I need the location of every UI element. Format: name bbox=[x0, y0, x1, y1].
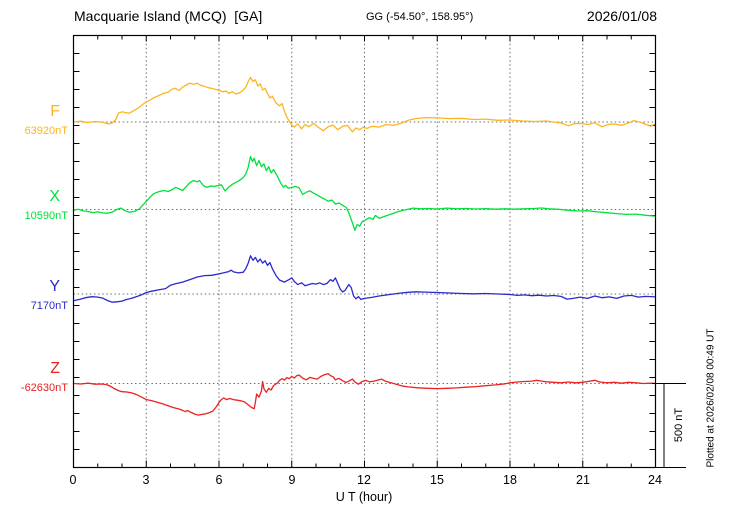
component-label-Y: Y 7170nT bbox=[0, 279, 68, 312]
component-label-F: F 63920nT bbox=[0, 104, 68, 137]
baseline-value-X: 10590nT bbox=[24, 210, 68, 222]
component-letter-Z: Z bbox=[50, 360, 60, 377]
component-letter-F: F bbox=[50, 103, 60, 120]
plotted-at-note: Plotted at 2026/02/08 00:49 UT bbox=[705, 328, 717, 468]
x-axis-label: U T (hour) bbox=[335, 490, 393, 504]
component-label-Z: Z -62630nT bbox=[0, 361, 68, 394]
component-letter-X: X bbox=[49, 188, 60, 205]
baseline-value-Z: -62630nT bbox=[20, 382, 68, 394]
geographic-coordinates: GG (-54.50°, 158.95°) bbox=[366, 11, 474, 23]
x-tick-18: 18 bbox=[503, 473, 517, 487]
x-tick-9: 9 bbox=[288, 473, 296, 487]
baseline-value-Y: 7170nT bbox=[30, 300, 68, 312]
baseline-value-F: 63920nT bbox=[24, 125, 68, 137]
x-tick-0: 0 bbox=[69, 473, 77, 487]
component-label-X: X 10590nT bbox=[0, 189, 68, 222]
x-tick-6: 6 bbox=[215, 473, 223, 487]
x-tick-15: 15 bbox=[430, 473, 444, 487]
plot-date: 2026/01/08 bbox=[586, 8, 657, 24]
x-tick-24: 24 bbox=[648, 473, 662, 487]
component-letter-Y: Y bbox=[49, 278, 60, 295]
x-tick-12: 12 bbox=[357, 473, 371, 487]
scale-bar-label: 500 nT bbox=[673, 407, 685, 443]
x-tick-21: 21 bbox=[576, 473, 590, 487]
x-tick-3: 3 bbox=[142, 473, 150, 487]
page-title: Macquarie Island (MCQ) [GA] bbox=[74, 8, 263, 24]
